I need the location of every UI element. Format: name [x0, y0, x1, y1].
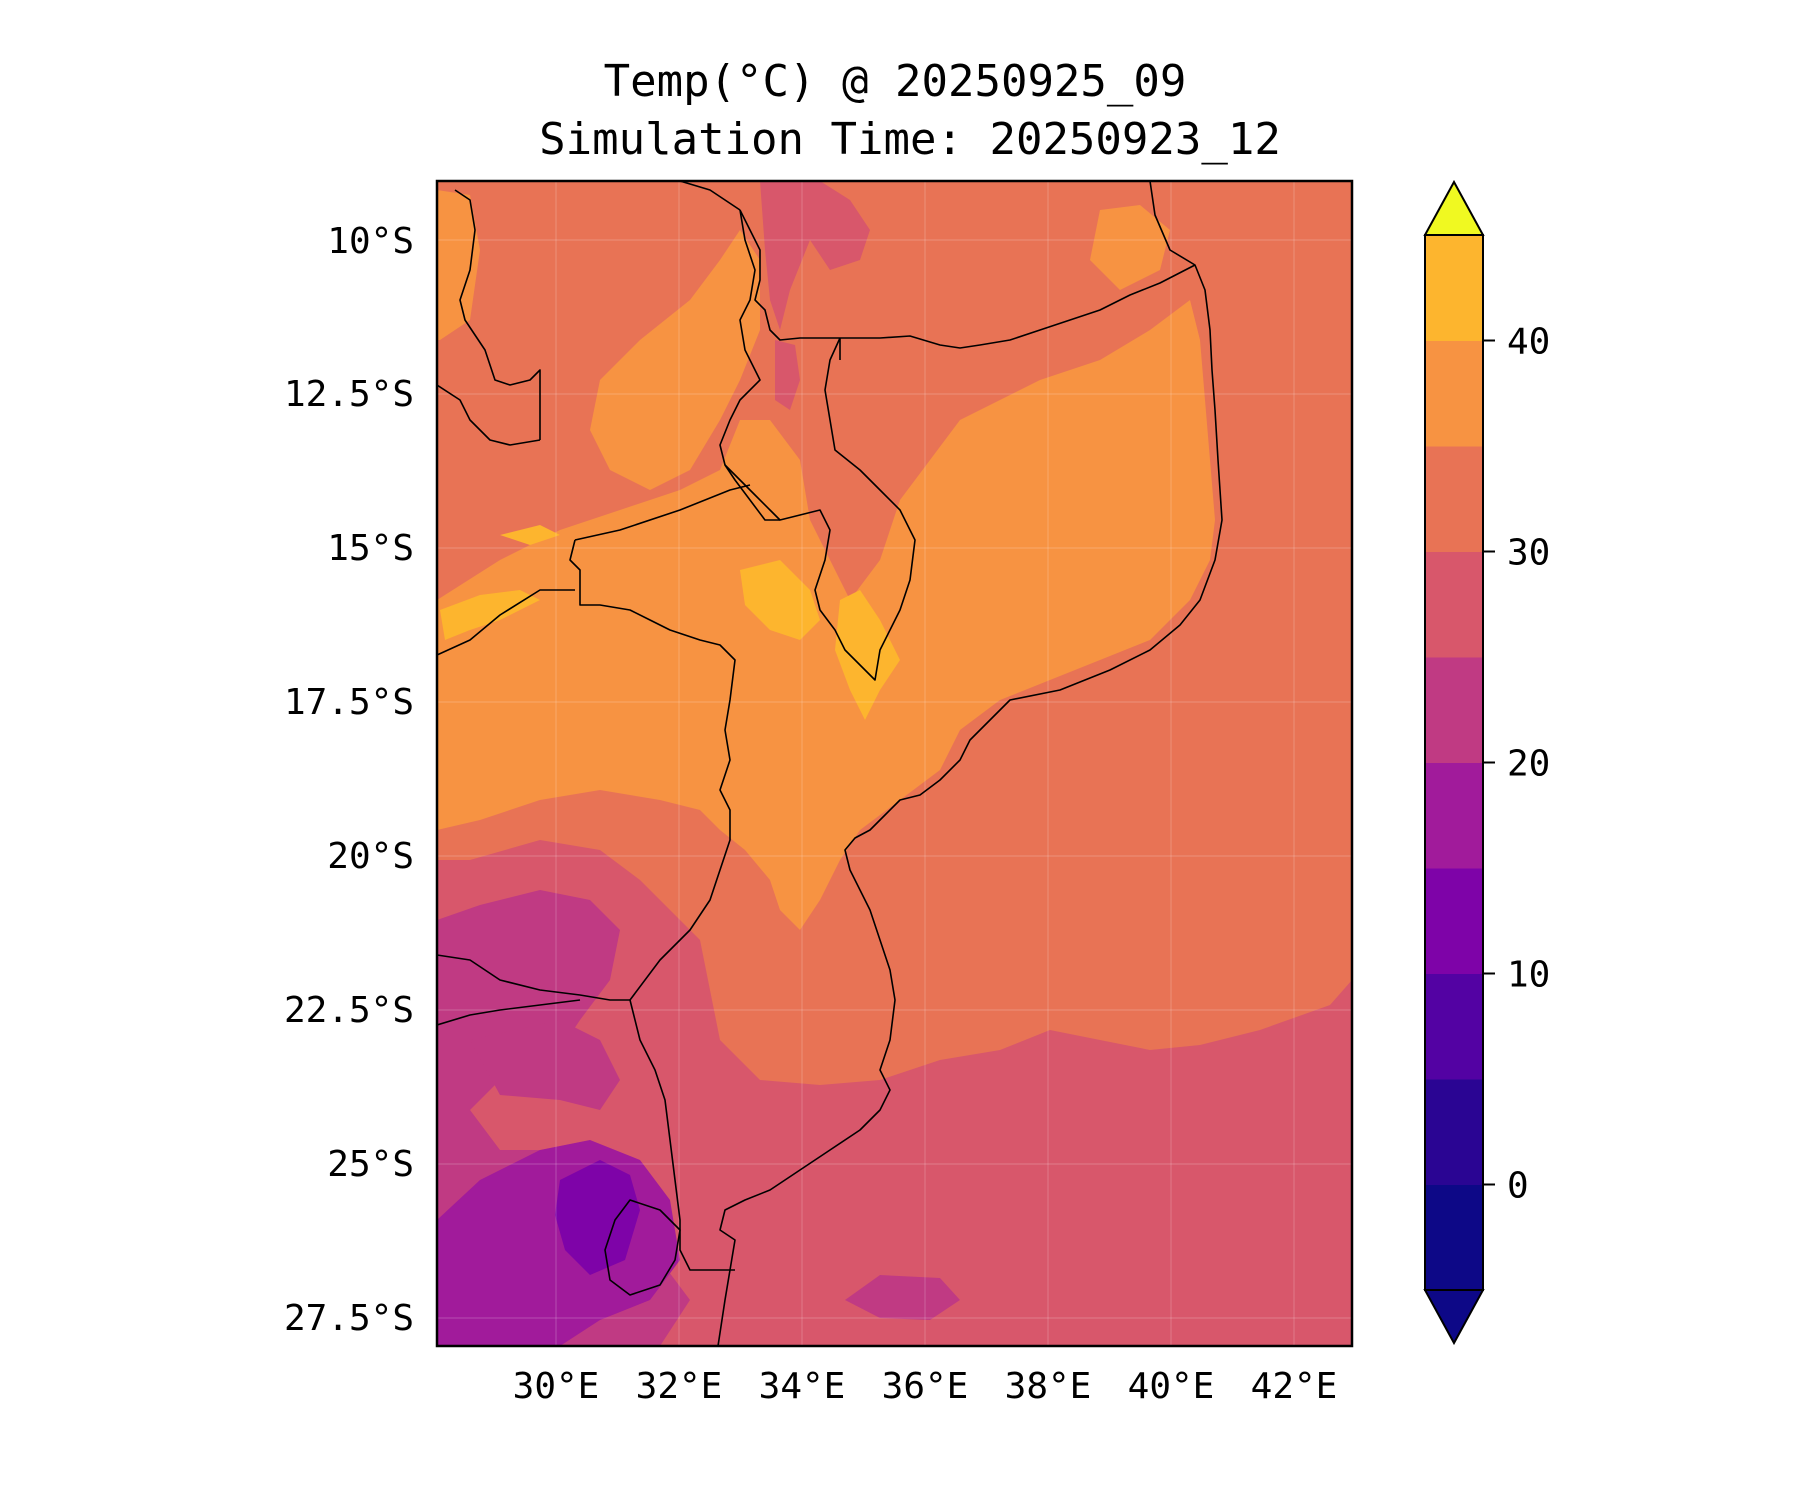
border-mozambique-west [569, 484, 751, 1001]
lat-tick-label: 22.5°S [284, 990, 414, 1031]
coastline [717, 181, 1223, 1346]
colorbar-segment [1425, 446, 1483, 552]
field-band-30-35 [437, 300, 1215, 930]
field-band-5-10 [555, 1160, 640, 1275]
field-band-15-20-b [470, 1020, 620, 1110]
lat-tick-label: 10°S [327, 221, 414, 262]
border-zambia-north [437, 189, 541, 446]
field-band-30-35-c [590, 230, 760, 490]
lat-tick-label: 27.5°S [284, 1298, 414, 1339]
colorbar-tick-label: 30 [1507, 533, 1550, 574]
colorbar-tick-label: 20 [1507, 744, 1550, 785]
latitude-axis: 10°S 12.5°S 15°S 17.5°S 20°S 22.5°S 25°S… [284, 221, 414, 1339]
field-band-35-40-d [500, 525, 560, 545]
lat-tick-label: 25°S [327, 1144, 414, 1185]
colorbar-segment [1425, 551, 1483, 658]
lon-tick-label: 36°E [882, 1366, 969, 1407]
lon-tick-label: 34°E [759, 1366, 846, 1407]
colorbar-extend-max [1423, 179, 1485, 236]
colorbar-tick-label: 40 [1507, 322, 1550, 363]
border-eswatini [604, 1199, 681, 1296]
colorbar: 0 10 20 30 40 [1423, 179, 1550, 1346]
lon-tick-label: 30°E [513, 1366, 600, 1407]
border-north [840, 264, 1196, 349]
lat-tick-label: 17.5°S [284, 682, 414, 723]
longitude-axis: 30°E 32°E 34°E 36°E 38°E 40°E 42°E [513, 1366, 1338, 1407]
field-band-20-25-north [760, 181, 870, 330]
lat-tick-label: 20°S [327, 836, 414, 877]
field-band-20-25-north-b [775, 340, 800, 410]
map-panel [437, 181, 1352, 1346]
lon-tick-label: 38°E [1005, 1366, 1092, 1407]
lon-tick-label: 32°E [636, 1366, 723, 1407]
colorbar-segment [1425, 1079, 1483, 1185]
field-band-35-40 [740, 560, 820, 640]
colorbar-segment [1425, 340, 1483, 447]
colorbar-segment [1425, 762, 1483, 869]
lat-tick-label: 15°S [327, 528, 414, 569]
field-band-35-40-b [835, 590, 900, 720]
colorbar-segment [1425, 235, 1483, 341]
field-band-35-40-c [440, 590, 540, 640]
colorbar-extend-min [1423, 1289, 1485, 1346]
field-band-15-20-c [845, 1275, 960, 1320]
temperature-field [437, 181, 1352, 1346]
border-zimbabwe-south [437, 954, 630, 1001]
colorbar-tick-label: 10 [1507, 955, 1550, 996]
border-botswana [437, 999, 581, 1026]
border-zambia-zimbabwe [437, 589, 575, 656]
field-band-30-35-b [437, 190, 480, 340]
simulation-time: Simulation Time: 20250923_12 [539, 114, 1281, 165]
field-band-30-35-d [1090, 205, 1170, 290]
colorbar-segment [1425, 1184, 1483, 1291]
border-zambia-north-b [679, 181, 741, 211]
lon-tick-label: 42°E [1251, 1366, 1338, 1407]
border-sa-mozambique [629, 999, 735, 1271]
colorbar-tick-label: 0 [1507, 1166, 1529, 1207]
colorbar-segment [1425, 657, 1483, 763]
lat-tick-label: 12.5°S [284, 374, 414, 415]
colorbar-segment [1425, 868, 1483, 974]
border-malawi-west [719, 209, 780, 521]
country-borders [437, 181, 1223, 1346]
map-title: Temp(°C) @ 20250925_09 [604, 56, 1187, 107]
map-frame [435, 179, 1354, 1348]
colorbar-segment [1425, 973, 1483, 1080]
border-malawi [724, 209, 916, 681]
lon-tick-label: 40°E [1128, 1366, 1215, 1407]
